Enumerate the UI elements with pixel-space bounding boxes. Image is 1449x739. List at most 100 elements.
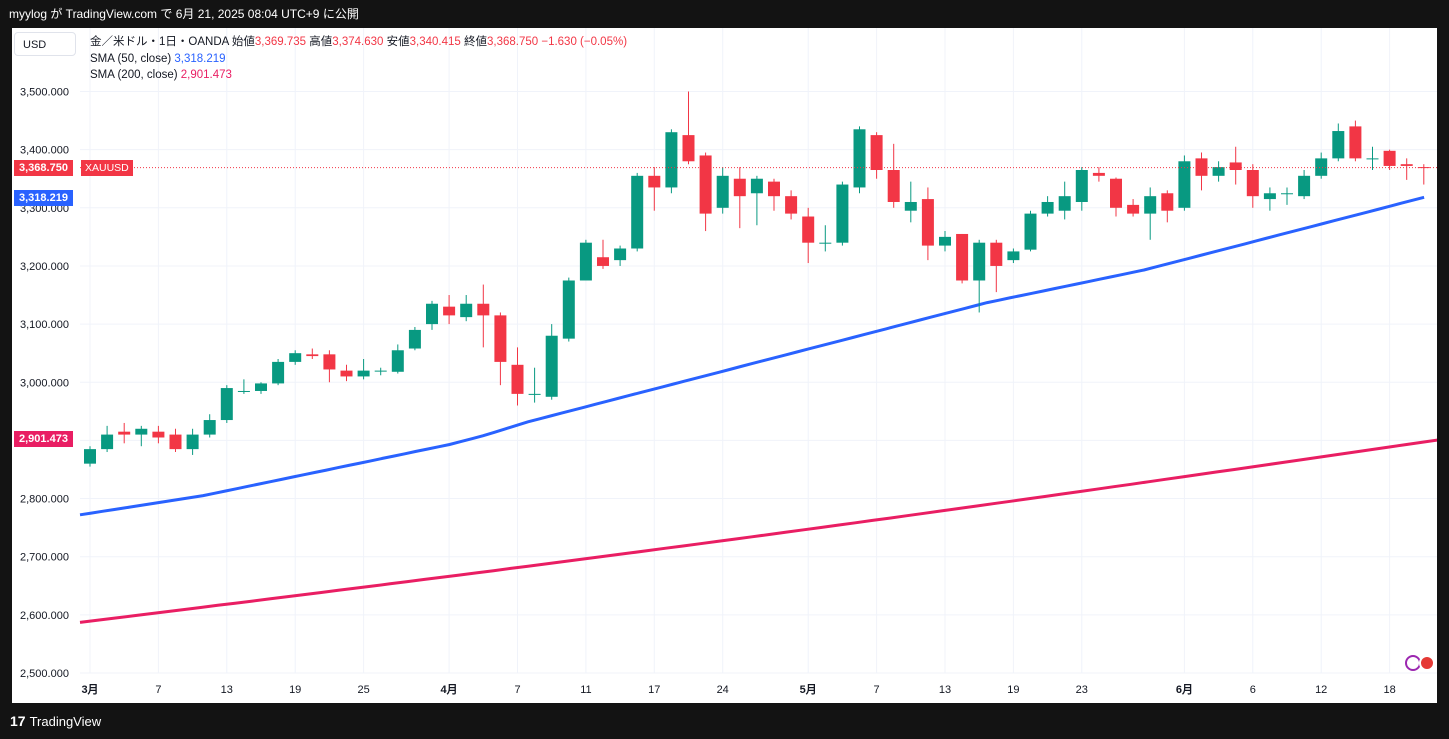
- y-tick-label: 2,600.000: [20, 610, 69, 622]
- chart-legend: 金／米ドル・1日・OANDA 始値3,369.735 高値3,374.630 安…: [90, 34, 627, 84]
- candle-body: [203, 420, 216, 435]
- candle-body: [614, 248, 627, 261]
- sma50-legend-row[interactable]: SMA (50, close) 3,318.219: [90, 51, 627, 68]
- candle-body: [1383, 150, 1396, 166]
- symbol-price-tag: XAUUSD: [81, 160, 133, 176]
- chart-pane[interactable]: 2,500.000 2,600.000 2,700.000 2,800.000 2,90…: [12, 28, 1437, 703]
- sma50-label[interactable]: SMA (50, close): [90, 52, 172, 65]
- candle-body: [631, 175, 644, 249]
- candle-body: [973, 242, 986, 281]
- ohlc-legend-row[interactable]: 金／米ドル・1日・OANDA 始値3,369.735 高値3,374.630 安…: [90, 34, 627, 51]
- x-tick-label: 5月: [800, 683, 817, 696]
- sma200-legend-row[interactable]: SMA (200, close) 2,901.473: [90, 67, 627, 84]
- candle-body: [682, 135, 695, 162]
- candle-body: [853, 129, 866, 188]
- candle-body: [169, 434, 182, 450]
- candle-body: [699, 155, 712, 214]
- tradingview-logo-icon: 17: [10, 713, 26, 729]
- candle-body: [1246, 170, 1259, 197]
- candle-body: [460, 303, 473, 318]
- close-label: 終値: [463, 36, 487, 48]
- candle-body: [545, 335, 558, 397]
- close-value: 3,368.750: [486, 36, 539, 48]
- candle-body: [648, 175, 661, 188]
- x-tick-label: 24: [717, 684, 729, 696]
- low-value: 3,340.415: [409, 36, 461, 48]
- candle-body: [1298, 175, 1311, 197]
- candle-body: [956, 233, 969, 281]
- candle-body: [1041, 201, 1054, 214]
- candle-body: [186, 434, 199, 450]
- price-chart[interactable]: 2,500.000 2,600.000 2,700.000 2,800.000 2,90…: [12, 28, 1437, 703]
- candle-body: [870, 135, 883, 171]
- candle-body: [255, 383, 267, 391]
- candle-body: [1212, 167, 1225, 176]
- sma50-value: 3,318.219: [174, 52, 226, 65]
- tradingview-brand: TradingView: [29, 714, 102, 729]
- candle-body: [716, 175, 729, 208]
- candle-body: [665, 132, 678, 188]
- candle-body: [802, 216, 815, 243]
- sma200-line: [79, 438, 1437, 624]
- us-flag-icon[interactable]: [1419, 655, 1435, 671]
- candle-body: [921, 199, 934, 246]
- candle-body: [1229, 162, 1242, 171]
- currency-label: USD: [23, 39, 47, 51]
- x-tick-label: 7: [514, 684, 520, 696]
- x-tick-label: 25: [357, 684, 369, 696]
- last-price-tag: 3,368.750: [14, 160, 73, 176]
- candle-body: [1315, 158, 1328, 176]
- sma50-line: [79, 195, 1425, 517]
- x-tick-label: 13: [939, 684, 951, 696]
- candle-body: [1263, 193, 1276, 200]
- sma50-price-tag: 3,318.219: [14, 190, 73, 206]
- candle-body: [357, 370, 370, 377]
- x-tick-label: 6: [1250, 684, 1256, 696]
- candle-body: [477, 303, 490, 316]
- x-tick-label: 3月: [81, 683, 98, 696]
- candle-body: [836, 184, 849, 243]
- brand-footer: 17 TradingView: [10, 710, 101, 732]
- y-tick-label: 2,800.000: [20, 494, 69, 506]
- candle-body: [1332, 131, 1345, 159]
- y-tick-label: 3,500.000: [20, 87, 69, 99]
- x-tick-label: 6月: [1176, 683, 1193, 696]
- candle-body: [733, 178, 746, 197]
- candle-body: [904, 201, 917, 211]
- publish-header: myylog が TradingView.com で 6月 21, 2025 0…: [0, 0, 1449, 28]
- y-tick-label: 2,700.000: [20, 552, 69, 564]
- candle-body: [135, 428, 148, 435]
- candle-body: [1127, 204, 1140, 214]
- candle-body: [939, 236, 951, 246]
- candle-body: [819, 242, 832, 244]
- open-label: 始値: [231, 36, 255, 48]
- x-tick-label: 12: [1315, 684, 1327, 696]
- currency-button[interactable]: USD: [14, 32, 76, 56]
- x-tick-label: 11: [580, 684, 591, 696]
- low-label: 安値: [386, 36, 410, 48]
- symbol-title[interactable]: 金／米ドル・1日・OANDA: [90, 36, 229, 48]
- candle-body: [426, 303, 438, 325]
- candle-body: [1144, 196, 1157, 214]
- y-tick-label: 3,200.000: [20, 261, 69, 273]
- candle-body: [1075, 170, 1088, 202]
- candle-body: [562, 280, 575, 339]
- candle-body: [1400, 164, 1413, 166]
- candle-body: [374, 370, 387, 372]
- candle-body: [494, 315, 507, 362]
- candle-body: [768, 181, 780, 197]
- sma200-label[interactable]: SMA (200, close): [90, 69, 178, 81]
- x-tick-label: 23: [1076, 684, 1088, 696]
- candle-body: [443, 306, 456, 316]
- candle-body: [152, 431, 165, 438]
- candle-body: [785, 196, 798, 214]
- x-tick-label: 17: [648, 684, 660, 696]
- candle-body: [220, 388, 233, 421]
- candle-body: [306, 354, 319, 357]
- x-tick-label: 19: [1007, 684, 1019, 696]
- candle-body: [1366, 158, 1379, 160]
- high-label: 高値: [309, 36, 333, 48]
- x-tick-label: 7: [155, 684, 161, 696]
- candle-body: [1178, 161, 1191, 208]
- candle-body: [289, 353, 302, 362]
